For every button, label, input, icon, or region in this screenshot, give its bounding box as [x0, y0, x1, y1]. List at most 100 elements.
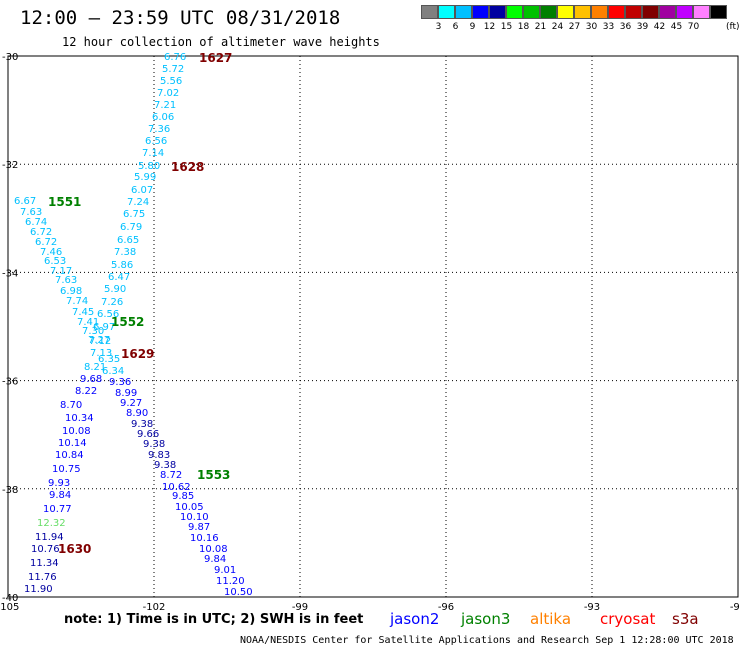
wave-height-label: 9.84 [49, 490, 71, 501]
legend-label: 30 [585, 22, 598, 32]
legend-label: 36 [619, 22, 632, 32]
wave-height-label: 8.70 [60, 400, 82, 411]
legend-label: 24 [551, 22, 564, 32]
wave-height-label: 10.50 [224, 587, 253, 598]
wave-height-label: 7.24 [127, 197, 149, 208]
wave-height-label: 10.08 [62, 426, 91, 437]
satellite-cryosat: cryosat [600, 610, 656, 628]
wave-height-label: 7.41 [77, 317, 99, 328]
wave-height-label: 8.99 [115, 388, 137, 399]
satellite-s3a: s3a [672, 610, 699, 628]
wave-height-label: 9.38 [154, 460, 176, 471]
wave-height-label: 8.22 [75, 386, 97, 397]
legend-swatch [455, 5, 472, 19]
lon-tick-label: -96 [438, 602, 454, 613]
wave-height-label: 7.17 [50, 266, 72, 277]
legend-swatch [489, 5, 506, 19]
map-subtitle: 12 hour collection of altimeter wave hei… [62, 35, 380, 49]
wave-height-label: 6.97 [93, 322, 115, 333]
legend-label: 70 [687, 22, 700, 32]
wave-height-label: 7.30 [82, 326, 104, 337]
legend-swatch [472, 5, 489, 19]
wave-height-label: 9.36 [109, 377, 131, 388]
legend-swatch [608, 5, 625, 19]
wave-height-label: 10.05 [175, 502, 204, 513]
wave-height-label: 7.63 [55, 275, 77, 286]
lon-tick-label: -93 [584, 602, 600, 613]
wave-height-label: 8.90 [126, 408, 148, 419]
legend-label: 12 [483, 22, 496, 32]
wave-height-label: 7.38 [114, 247, 136, 258]
wave-height-label: 9.93 [48, 478, 70, 489]
wave-height-label: 11.94 [35, 532, 64, 543]
wave-height-label: 9.87 [188, 522, 210, 533]
wave-height-label: 12.32 [37, 518, 66, 529]
lon-tick-label: -105 [0, 602, 19, 613]
lat-tick-label: -34 [2, 268, 18, 279]
wave-height-label: 6.56 [145, 136, 167, 147]
wave-height-label: 9.66 [137, 429, 159, 440]
wave-height-label: 6.74 [25, 217, 47, 228]
wave-height-label: 7.26 [101, 297, 123, 308]
legend-label: 42 [653, 22, 666, 32]
legend-swatch [693, 5, 710, 19]
legend-label: 45 [670, 22, 683, 32]
wave-height-label: 5.90 [104, 284, 126, 295]
wave-height-label: 6.06 [152, 112, 174, 123]
wave-height-label: 10.75 [52, 464, 81, 475]
wave-height-label: 7.63 [20, 207, 42, 218]
lon-tick-label: -102 [143, 602, 166, 613]
wave-height-label: 6.67 [14, 196, 36, 207]
legend-swatch [574, 5, 591, 19]
wave-height-label: 8.21 [84, 362, 106, 373]
wave-height-label: 10.77 [43, 504, 72, 515]
satellite-jason2: jason2 [390, 610, 440, 628]
wave-height-label: 9.38 [131, 419, 153, 430]
pass-time-label: 1627 [199, 51, 232, 65]
wave-height-label: 9.01 [214, 565, 236, 576]
legend-label: 18 [517, 22, 530, 32]
wave-height-label: 7.74 [66, 296, 88, 307]
wave-height-label: 11.76 [28, 572, 57, 583]
wave-height-label: 6.07 [131, 185, 153, 196]
lat-tick-label: -30 [2, 52, 18, 63]
legend-swatch [506, 5, 523, 19]
legend-swatch [438, 5, 455, 19]
wave-height-label: 11.20 [216, 576, 245, 587]
wave-height-label: 7.27 [88, 335, 110, 346]
wave-height-label: 10.62 [162, 482, 191, 493]
wave-height-label: 6.35 [98, 354, 120, 365]
pass-time-label: 1630 [58, 542, 91, 556]
wave-height-label: 10.76 [31, 544, 60, 555]
pass-time-label: 1552 [111, 315, 144, 329]
legend-label: 21 [534, 22, 547, 32]
map-title: 12:00 – 23:59 UTC 08/31/2018 [20, 7, 341, 29]
wave-height-label: 7.14 [142, 148, 164, 159]
legend-swatch [557, 5, 574, 19]
legend-swatch [540, 5, 557, 19]
satellite-jason3: jason3 [461, 610, 511, 628]
wave-height-label: 8.72 [160, 470, 182, 481]
wave-height-label: 6.65 [117, 235, 139, 246]
legend-label: 6 [452, 22, 459, 32]
wave-height-label: 5.86 [111, 260, 133, 271]
wave-height-label: 6.75 [123, 209, 145, 220]
legend-swatch [625, 5, 642, 19]
wave-height-label: 10.08 [199, 544, 228, 555]
wave-height-label: 9.85 [172, 491, 194, 502]
wave-height-label: 6.98 [60, 286, 82, 297]
wave-height-label: 9.83 [148, 450, 170, 461]
wave-height-label: 7.02 [157, 88, 179, 99]
pass-time-label: 1553 [197, 468, 230, 482]
legend-swatch [659, 5, 676, 19]
legend-swatch [523, 5, 540, 19]
wave-height-label: 10.34 [65, 413, 94, 424]
wave-height-label: 9.68 [80, 374, 102, 385]
lat-tick-label: -38 [2, 485, 18, 496]
wave-height-label: 10.16 [190, 533, 219, 544]
wave-height-label: 7.45 [72, 307, 94, 318]
legend-swatch [591, 5, 608, 19]
wave-height-label: 10.14 [58, 438, 87, 449]
wave-height-label: 6.72 [30, 227, 52, 238]
